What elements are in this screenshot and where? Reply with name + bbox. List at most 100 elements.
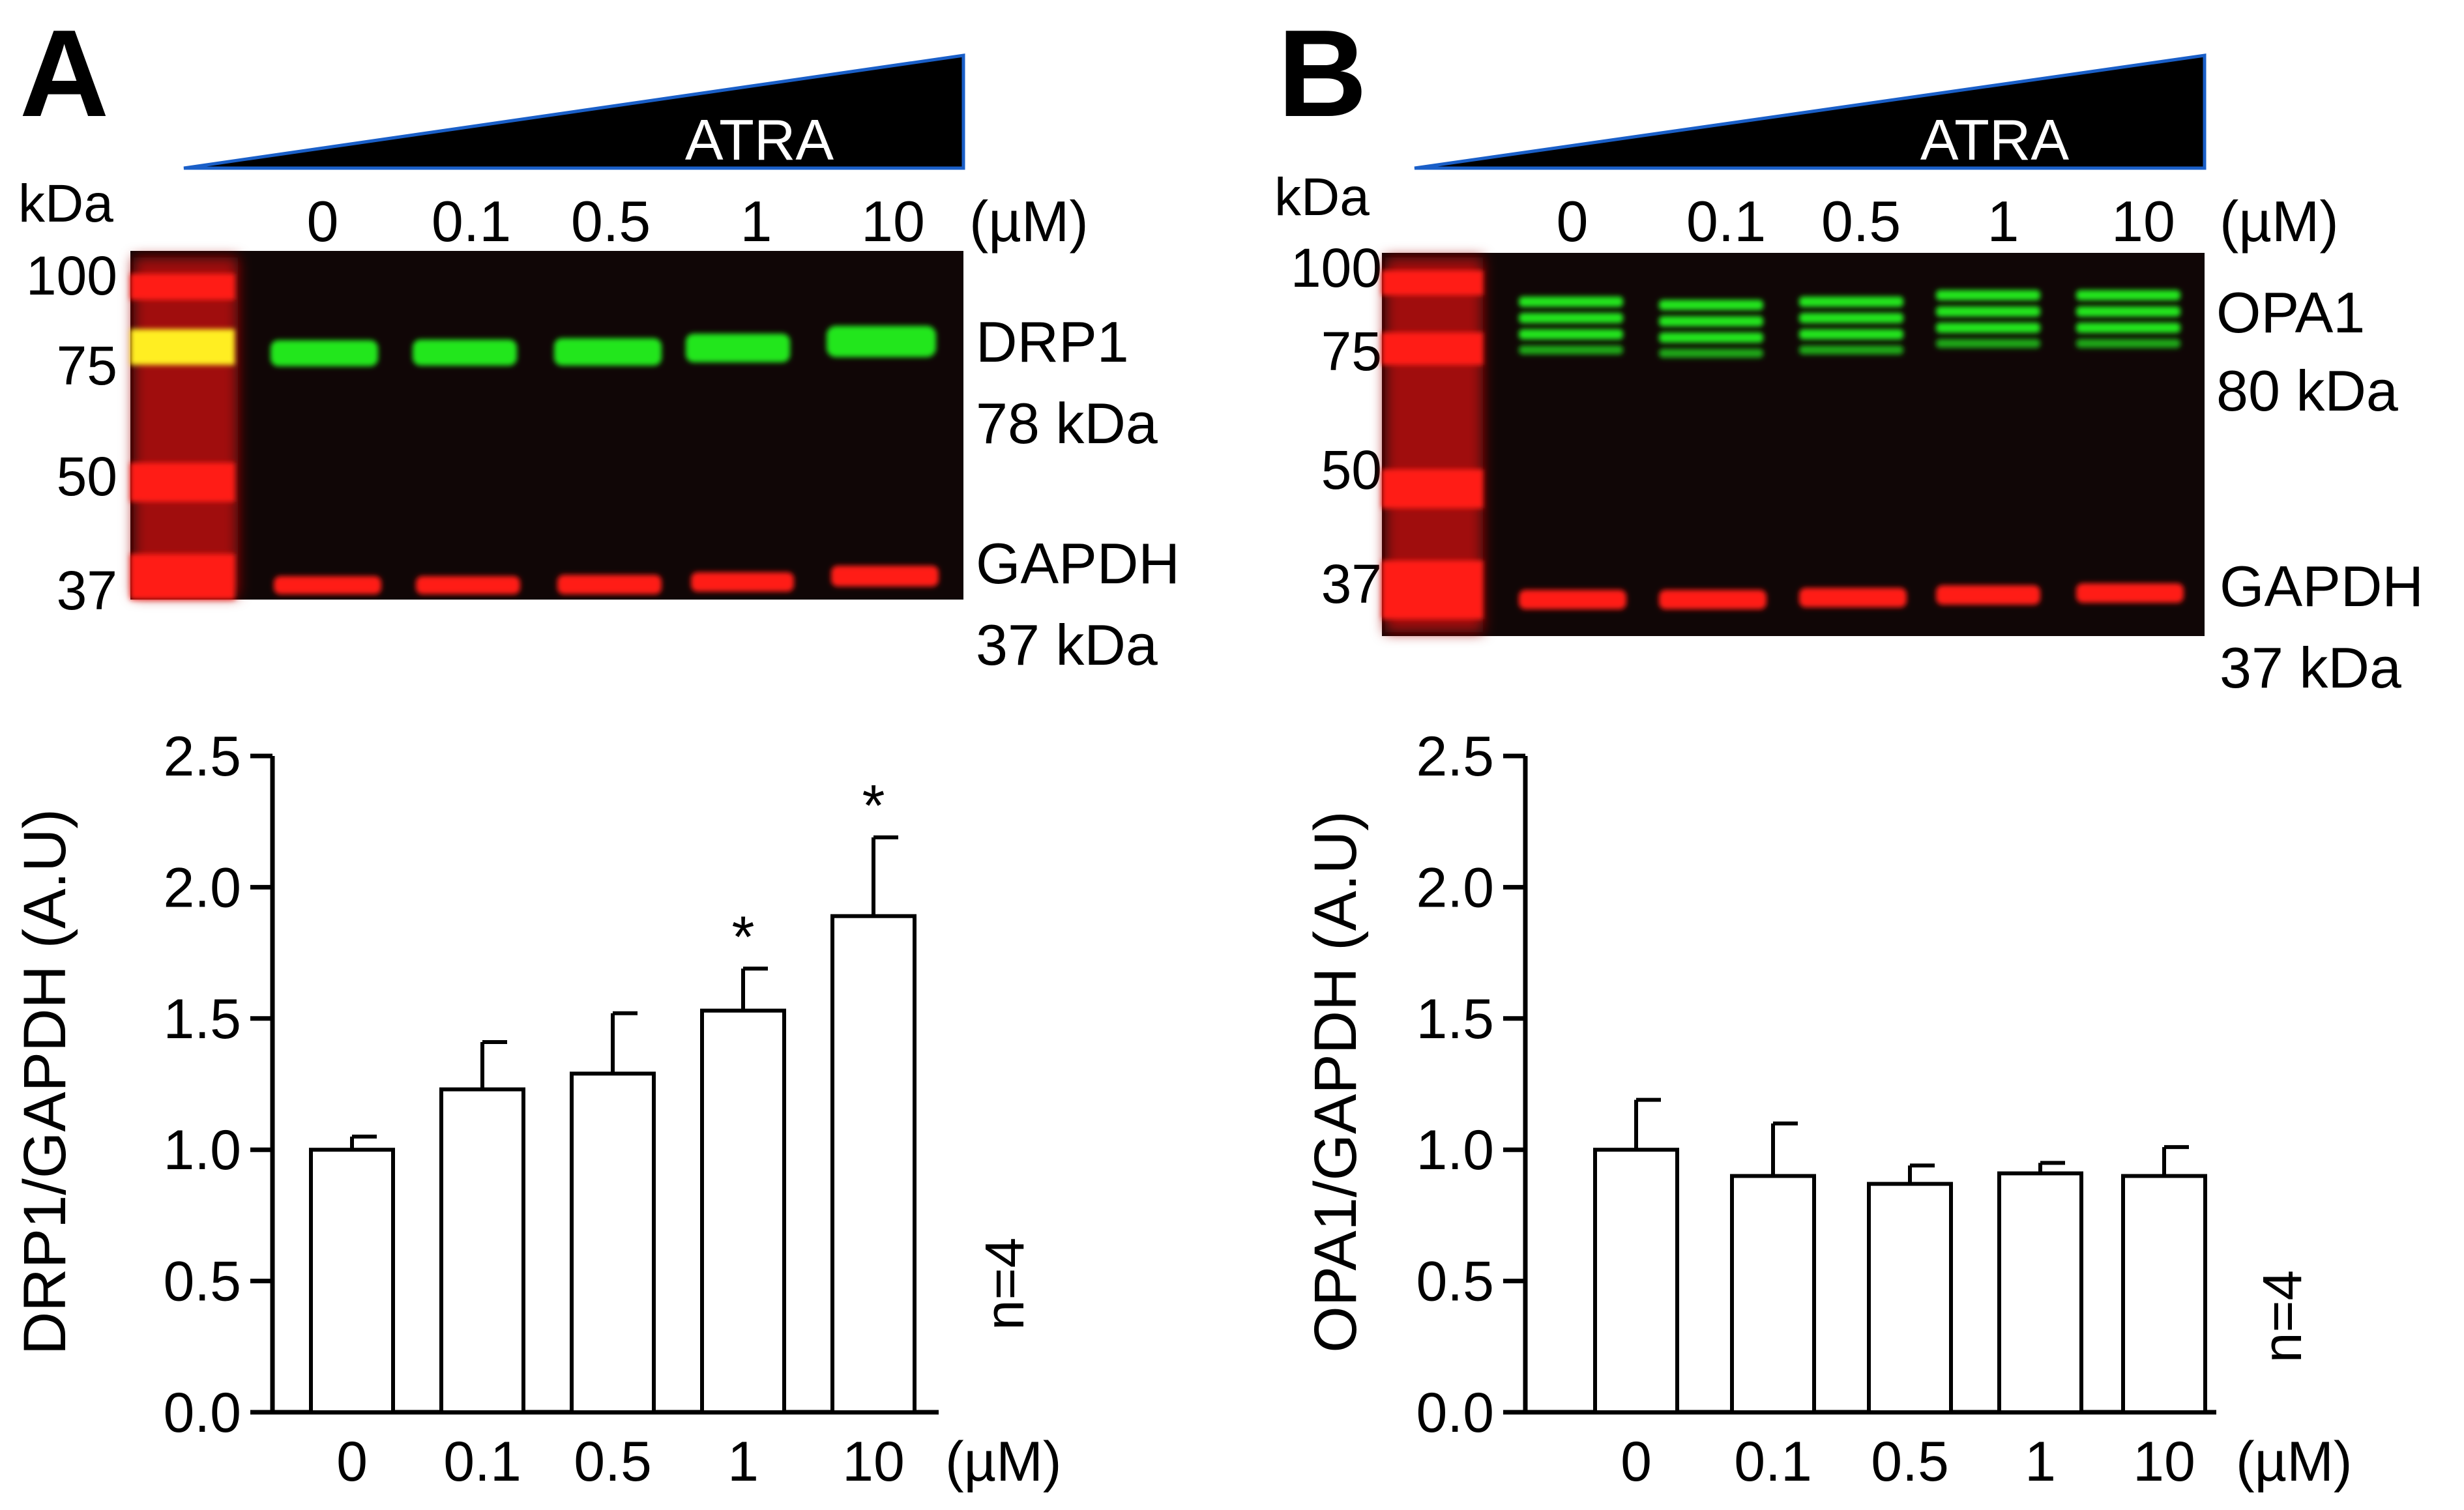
panel-a-marker-label: 37 xyxy=(57,560,117,621)
panel-a-marker-label: 100 xyxy=(26,245,117,306)
panel-a-gapdh-band xyxy=(557,575,662,594)
panel-a-x-tick-label: 0.1 xyxy=(443,1430,521,1493)
panel-a-marker-label: 50 xyxy=(57,446,117,507)
panel-a-lane-labels: 0 0.1 0.5 1 10 (µM) xyxy=(307,189,1089,254)
panel-b-atra-wedge xyxy=(1414,53,2207,170)
panel-a-x-axis-unit: (µM) xyxy=(945,1430,1061,1493)
panel-b-opa1-band xyxy=(2076,323,2180,333)
panel-a-lane-label: 0.1 xyxy=(432,189,511,254)
panel-a-loading-name: GAPDH xyxy=(976,531,1180,596)
panel-a-atra-label: ATRA xyxy=(685,108,834,172)
panel-b-opa1-band xyxy=(1519,345,1623,355)
panel-b-marker-label: 37 xyxy=(1321,553,1382,615)
panel-a-x-tick-label: 0 xyxy=(336,1430,368,1493)
panel-b-gapdh-band xyxy=(2076,583,2184,603)
panel-a-unit-label: (µM) xyxy=(969,189,1089,254)
panel-b-lane-label: 0.1 xyxy=(1686,189,1766,254)
panel-b-gapdh-band xyxy=(1936,585,2040,605)
panel-b-lane-label: 10 xyxy=(2111,189,2175,254)
panel-a-bar-chart: 0.0 0.5 1.0 1.5 2.0 2.5 DRP1/GAPDH (A.U) 0 0.1 0.… xyxy=(12,725,1061,1493)
panel-a-y-tick-label: 0.5 xyxy=(163,1251,241,1313)
panel-a-bar xyxy=(439,1087,525,1415)
panel-b-target-size: 80 kDa xyxy=(2216,358,2398,423)
panel-b-y-tick-label: 0.5 xyxy=(1416,1251,1494,1313)
panel-b-n-annotation: n=4 xyxy=(2251,1270,2313,1363)
panel-b-x-axis-unit: (µM) xyxy=(2236,1430,2352,1493)
panel-b-y-tick-label: 2.5 xyxy=(1416,725,1494,788)
panel-b-opa1-band xyxy=(1799,297,1903,307)
panel-a-y-tick-label: 2.5 xyxy=(163,725,241,788)
panel-a-ladder-smear xyxy=(134,257,238,596)
panel-b-letter: B xyxy=(1278,5,1367,143)
panel-b-opa1-band xyxy=(2076,290,2180,300)
panel-a-x-tick-label: 1 xyxy=(727,1430,759,1493)
panel-b-opa1-band xyxy=(1799,329,1903,340)
panel-a-drp1-band xyxy=(271,340,378,366)
panel-b-opa1-band xyxy=(1659,332,1763,343)
panel-a-bar xyxy=(700,1008,786,1414)
panel-b-x-tick-label: 0 xyxy=(1621,1430,1652,1493)
panel-a-y-tick-label: 2.0 xyxy=(163,856,241,919)
panel-a-n-annotation: n=4 xyxy=(974,1238,1035,1331)
panel-a-ladder-band xyxy=(130,329,235,365)
panel-a-bar xyxy=(309,1148,395,1414)
panel-a-significance-star: * xyxy=(731,905,754,970)
panel-b-gapdh-band xyxy=(1659,590,1767,609)
panel-b-opa1-band xyxy=(1659,349,1763,358)
panel-b-blot-image xyxy=(1382,253,2205,636)
panel-b-ladder-band xyxy=(1382,560,1483,619)
panel-b-bar-chart: 0.0 0.5 1.0 1.5 2.0 2.5 OPA1/GAPDH (A.U) 0 0.1 0.… xyxy=(1302,725,2352,1493)
panel-b-opa1-band xyxy=(1799,345,1903,355)
panel-b-lane-label: 1 xyxy=(1987,189,2019,254)
panel-b-blot-section: B ATRA kDa 0 0.1 0.5 1 10 (µM) 100 75 50… xyxy=(1274,5,2424,700)
panel-b-target-name: OPA1 xyxy=(2216,280,2365,345)
panel-a-target-name: DRP1 xyxy=(976,310,1129,374)
panel-b-opa1-bands xyxy=(1519,290,2180,358)
panel-b-lane-label: 0 xyxy=(1557,189,1589,254)
panel-a-blot-image xyxy=(130,251,963,600)
panel-a-letter: A xyxy=(20,5,109,143)
panel-b-bar xyxy=(1867,1182,1953,1414)
panel-b-opa1-band xyxy=(1519,297,1623,307)
panel-a-y-tick-label: 1.5 xyxy=(163,988,241,1051)
panel-b-kda-label: kDa xyxy=(1274,167,1370,227)
panel-b-opa1-band xyxy=(1799,313,1903,323)
panel-b-loading-size: 37 kDa xyxy=(2220,635,2401,700)
panel-b-opa1-band xyxy=(1936,323,2040,333)
panel-a-drp1-band xyxy=(827,326,936,357)
panel-b-opa1-band xyxy=(2076,339,2180,348)
panel-a-x-tick-label: 0.5 xyxy=(574,1430,652,1493)
panel-a-blot-background xyxy=(130,251,963,600)
panel-b-marker-label: 100 xyxy=(1291,237,1382,298)
panel-b-gapdh-band xyxy=(1519,590,1626,609)
panel-b-ladder-band xyxy=(1382,332,1483,365)
panel-a-lane-label: 1 xyxy=(741,189,772,254)
panel-b-y-tick-label: 1.5 xyxy=(1416,988,1494,1051)
panel-a-ladder-band xyxy=(130,274,235,300)
panel-b-bar xyxy=(2121,1174,2207,1414)
panel-a-bar xyxy=(830,914,917,1414)
panel-b-y-tick-label: 2.0 xyxy=(1416,856,1494,919)
panel-a-y-tick-label: 0.0 xyxy=(163,1382,241,1444)
panel-a-drp1-band xyxy=(413,340,517,366)
panel-a-atra-wedge xyxy=(183,53,965,170)
panel-b-ladder-band xyxy=(1382,270,1483,295)
panel-b-x-tick-label: 10 xyxy=(2133,1430,2195,1493)
panel-b-x-tick-label: 1 xyxy=(2025,1430,2056,1493)
panel-b-marker-label: 50 xyxy=(1321,439,1382,501)
panel-a-drp1-band xyxy=(686,334,790,362)
panel-a-gapdh-band xyxy=(416,576,520,594)
panel-b-atra-label: ATRA xyxy=(1920,108,2069,172)
panel-a-gapdh-band xyxy=(691,572,794,592)
panel-b-bar xyxy=(1593,1148,1679,1414)
panel-b-loading-name: GAPDH xyxy=(2220,554,2424,618)
panel-b-y-tick-label: 1.0 xyxy=(1416,1119,1494,1182)
panel-b-marker-label: 75 xyxy=(1321,321,1382,382)
panel-b-unit-label: (µM) xyxy=(2220,189,2339,254)
panel-b-marker-labels: 100 75 50 37 xyxy=(1291,237,1382,615)
panel-a-marker-label: 75 xyxy=(57,335,117,396)
panel-a-drp1-band xyxy=(554,338,662,366)
panel-b-gapdh-band xyxy=(1799,588,1907,607)
panel-b-y-axis-title: OPA1/GAPDH (A.U) xyxy=(1302,811,1369,1353)
